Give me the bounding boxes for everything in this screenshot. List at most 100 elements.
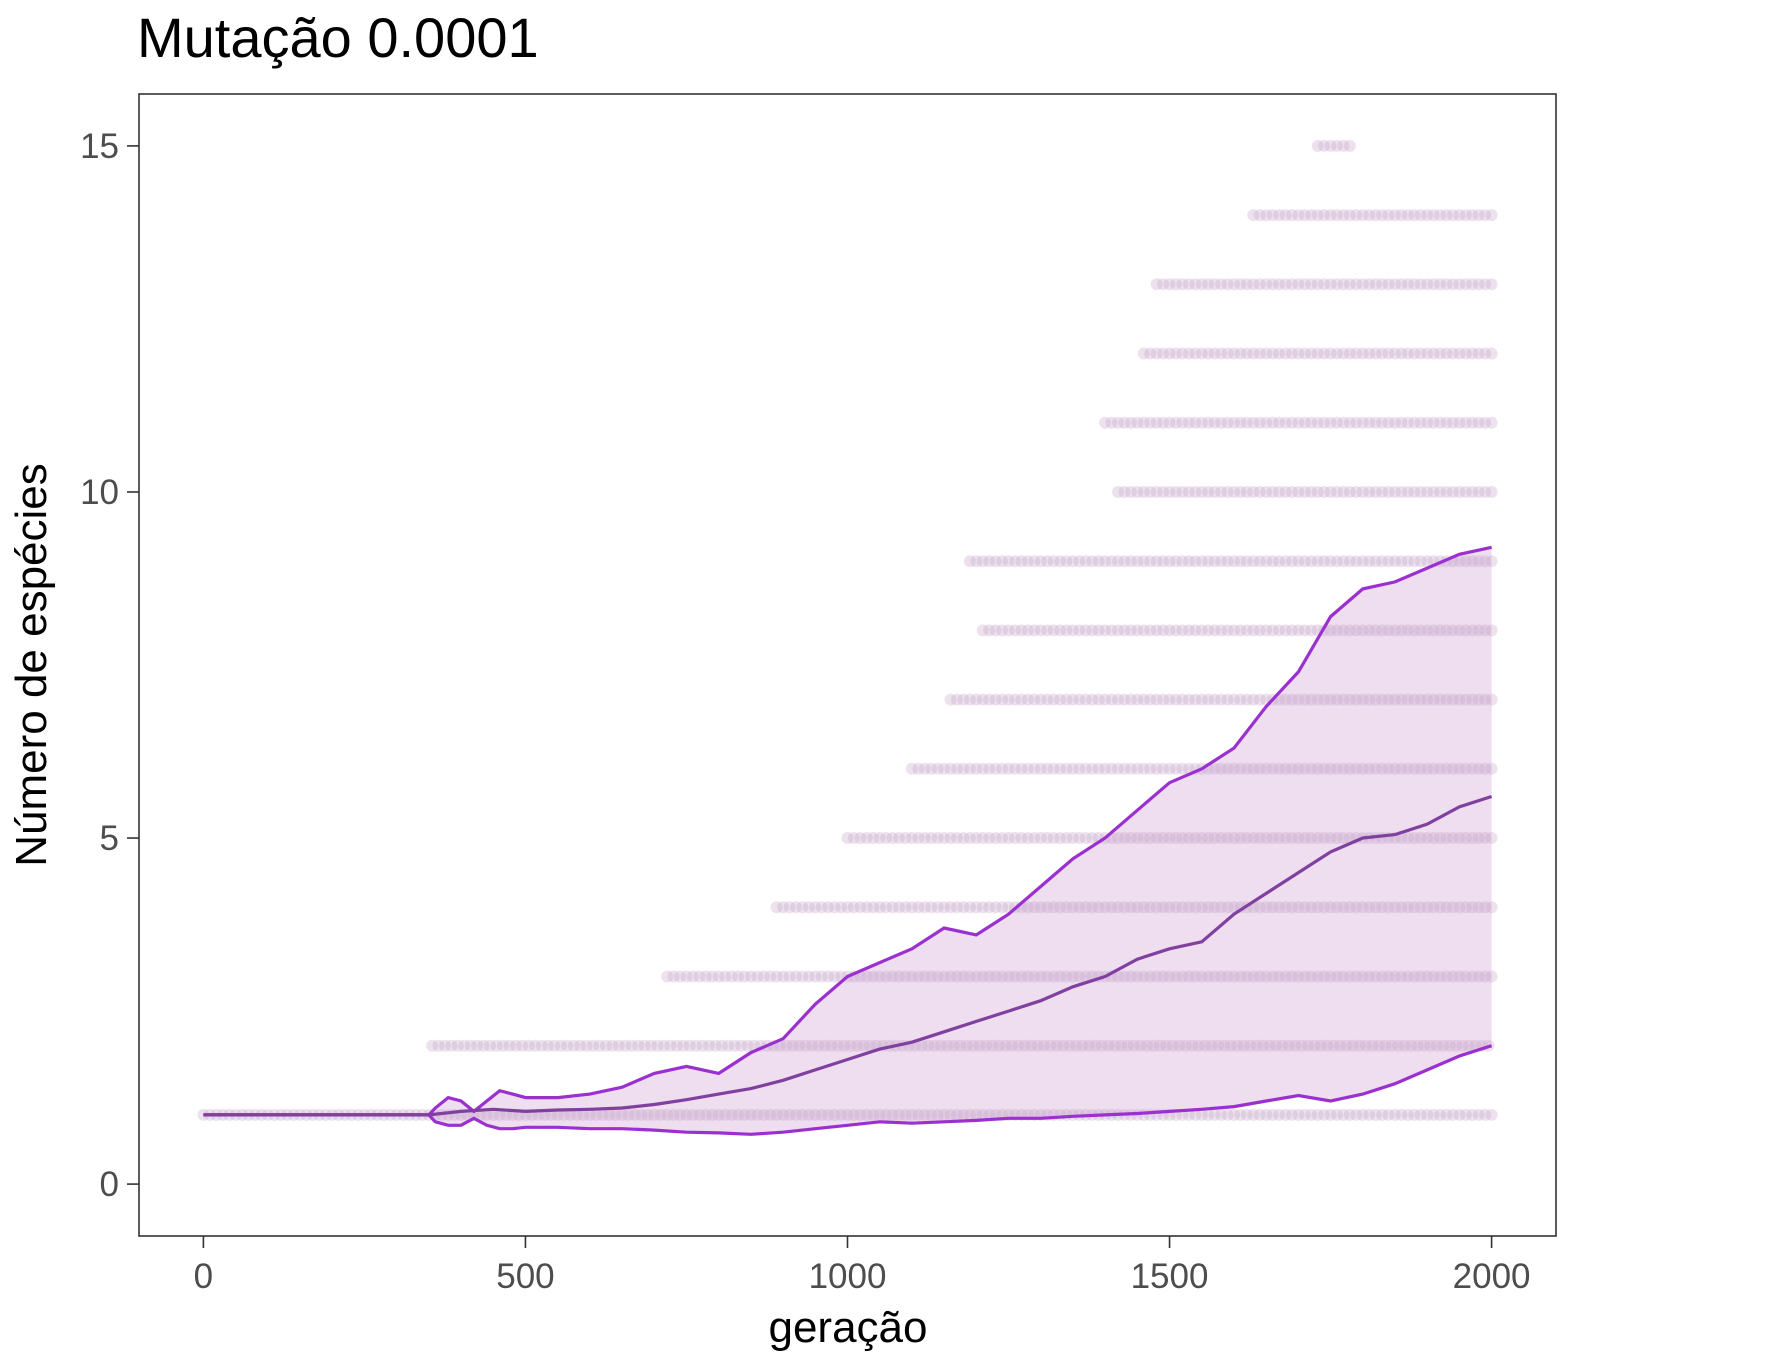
data-point [1189, 278, 1202, 291]
data-point [548, 1039, 561, 1052]
data-point [1012, 1039, 1025, 1052]
data-point [1421, 901, 1434, 914]
data-point [973, 1039, 986, 1052]
data-point [1089, 1039, 1102, 1052]
data-point [1047, 762, 1060, 775]
data-point [1202, 624, 1215, 637]
data-point [1253, 486, 1266, 498]
data-point [1253, 1108, 1266, 1121]
data-point [1427, 1108, 1440, 1121]
data-point [1343, 347, 1356, 360]
data-point [1350, 347, 1363, 360]
data-point [1279, 832, 1292, 844]
data-point [970, 555, 983, 568]
data-point [1472, 624, 1485, 637]
data-point [841, 832, 854, 844]
data-point [1273, 486, 1285, 498]
data-point [1343, 693, 1356, 706]
data-point [1479, 901, 1492, 914]
data-point [1337, 970, 1350, 983]
data-point [1253, 555, 1266, 568]
data-point [989, 693, 1002, 706]
data-point [1408, 624, 1421, 637]
data-point [1331, 762, 1343, 775]
data-point [1479, 624, 1492, 637]
data-point [1240, 1108, 1253, 1121]
data-point [947, 1039, 960, 1052]
data-point [1298, 555, 1311, 568]
data-point [1311, 139, 1324, 152]
data-point [1389, 970, 1401, 983]
data-point [426, 1039, 439, 1052]
data-point [757, 970, 770, 983]
data-point [1440, 970, 1453, 983]
data-point [983, 555, 996, 568]
data-point [1318, 486, 1331, 498]
data-point [638, 1039, 651, 1052]
data-point [1414, 1108, 1427, 1121]
data-point [1453, 1108, 1466, 1121]
data-point [1215, 624, 1228, 637]
data-point [857, 1039, 870, 1052]
data-point [989, 832, 1002, 844]
x-axis-label: geração [768, 1303, 927, 1352]
data-point [735, 1039, 748, 1052]
data-point [522, 1039, 535, 1052]
data-point [957, 901, 970, 914]
data-point [1118, 416, 1131, 429]
data-point [1343, 416, 1356, 429]
data-point [1034, 970, 1047, 983]
data-point [1150, 970, 1163, 983]
data-point [1176, 555, 1189, 568]
data-point [1324, 624, 1337, 637]
data-point [1414, 624, 1427, 637]
data-point [1170, 693, 1182, 706]
data-point [1343, 278, 1356, 291]
data-point [976, 693, 989, 706]
data-point [1324, 278, 1337, 291]
data-point [1073, 624, 1086, 637]
data-point [1292, 209, 1305, 222]
data-point [1434, 1108, 1447, 1121]
data-point [1440, 624, 1453, 637]
data-point [1285, 693, 1298, 706]
data-point [1356, 624, 1369, 637]
data-point [1408, 762, 1421, 775]
data-point [1401, 278, 1414, 291]
data-point [986, 1039, 999, 1052]
data-point [1253, 901, 1266, 914]
data-point [1228, 693, 1240, 706]
data-point [1376, 486, 1389, 498]
data-point [1331, 693, 1343, 706]
data-point [1273, 347, 1285, 360]
data-point [1015, 832, 1028, 844]
data-point [905, 762, 918, 775]
data-point [1208, 832, 1221, 844]
data-point [1421, 347, 1434, 360]
data-point [1343, 486, 1356, 498]
data-point [722, 1039, 735, 1052]
data-point [1215, 762, 1228, 775]
data-point [1150, 624, 1163, 637]
data-point [880, 970, 893, 983]
data-point [1118, 486, 1131, 498]
data-point [1308, 1039, 1321, 1052]
data-point [1395, 209, 1408, 222]
data-point [1099, 901, 1112, 914]
data-point [796, 901, 809, 914]
data-point [1401, 624, 1414, 637]
data-point [1086, 901, 1099, 914]
data-point [1137, 416, 1150, 429]
data-point [1479, 347, 1492, 360]
data-point [738, 970, 751, 983]
data-point [1266, 486, 1279, 498]
data-point [1459, 416, 1472, 429]
data-point [1389, 762, 1401, 775]
data-point [1285, 762, 1298, 775]
data-point [1298, 624, 1311, 637]
data-point [1279, 693, 1292, 706]
data-point [1324, 347, 1337, 360]
data-point [1360, 1039, 1372, 1052]
data-point [1176, 278, 1189, 291]
data-point [1150, 762, 1163, 775]
